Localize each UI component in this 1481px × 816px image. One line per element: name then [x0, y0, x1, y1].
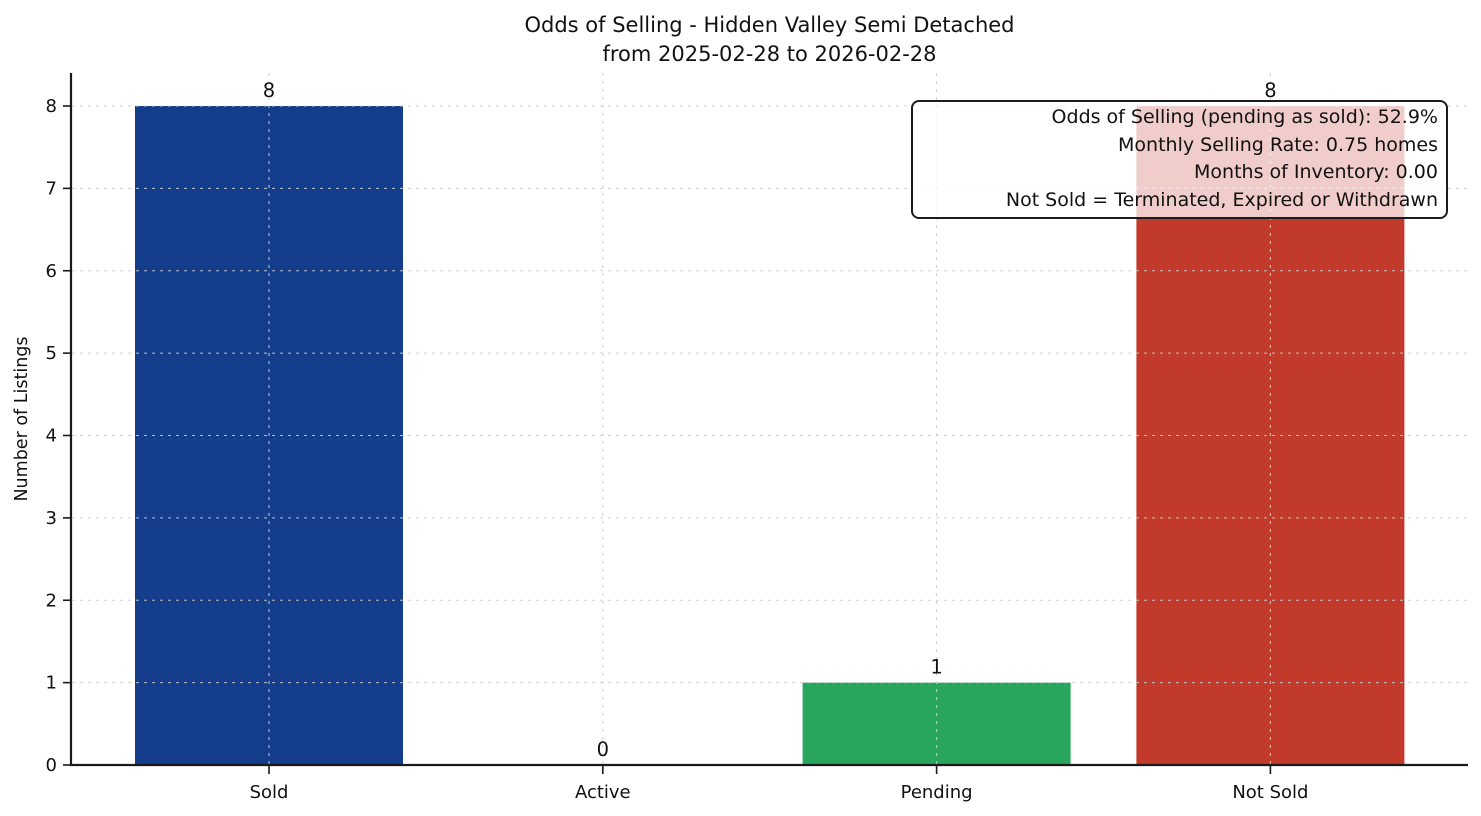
- y-tick-label: 2: [46, 590, 57, 611]
- y-tick-label: 3: [46, 508, 57, 529]
- x-tick-label: Sold: [250, 782, 289, 803]
- y-tick-label: 1: [46, 673, 57, 694]
- chart-title: Odds of Selling - Hidden Valley Semi Det…: [71, 11, 1468, 68]
- y-tick-label: 5: [46, 343, 57, 364]
- chart-title-line2: from 2025-02-28 to 2026-02-28: [602, 41, 937, 66]
- x-tick-label: Active: [575, 782, 631, 803]
- bar-value-label: 1: [930, 656, 942, 679]
- annotation-odds-line: Odds of Selling (pending as sold): 52.9%: [1051, 106, 1438, 128]
- stats-annotation-box: Odds of Selling (pending as sold): 52.9%…: [911, 100, 1448, 219]
- x-tick-label: Not Sold: [1232, 782, 1308, 803]
- annotation-notsold-line: Not Sold = Terminated, Expired or Withdr…: [1005, 188, 1438, 211]
- bar-value-label: 8: [1264, 79, 1276, 102]
- x-tick-label: Pending: [901, 782, 973, 803]
- annotation-inventory-line: Months of Inventory: 0.00: [1194, 161, 1438, 183]
- annotation-rate-line: Monthly Selling Rate: 0.75 homes: [1118, 133, 1438, 156]
- bar-value-label: 0: [597, 738, 609, 761]
- y-tick-label: 6: [46, 261, 57, 282]
- y-tick-label: 4: [46, 426, 57, 447]
- chart-title-line1: Odds of Selling - Hidden Valley Semi Det…: [524, 13, 1015, 37]
- y-tick-label: 7: [46, 178, 57, 199]
- y-tick-label: 8: [46, 96, 57, 117]
- y-tick-label: 0: [46, 755, 57, 776]
- bar-value-label: 8: [263, 79, 275, 102]
